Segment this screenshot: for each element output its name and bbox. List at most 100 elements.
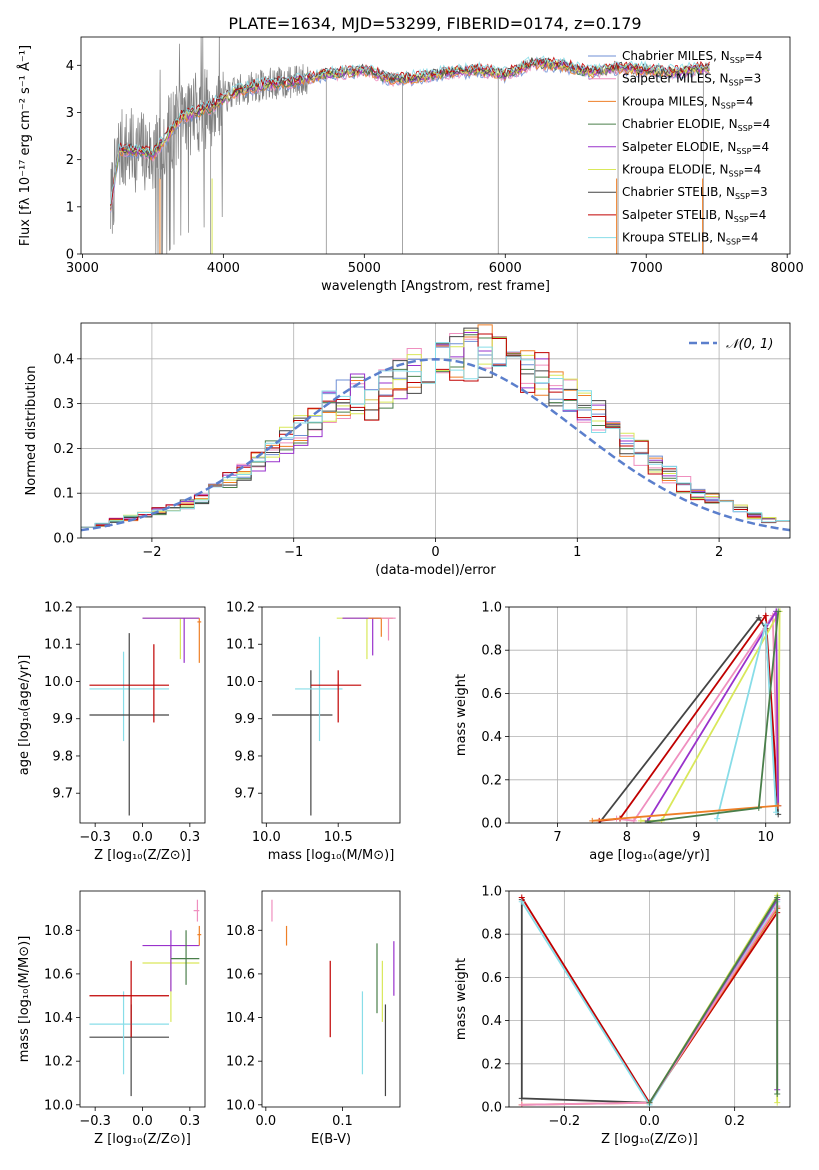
x-axis-label: wavelength [Angstrom, rest frame] — [321, 279, 550, 294]
x-axis-label: Z [log₁₀(Z/Z⊙)] — [601, 1132, 698, 1147]
x-tick-label: 2 — [715, 545, 723, 560]
axes-frame — [508, 890, 791, 1108]
axes-frame — [80, 322, 791, 539]
y-tick-label: 1.0 — [481, 601, 502, 616]
data-point-marker — [518, 898, 525, 905]
x-tick-label: 0.0 — [639, 1114, 660, 1129]
y-tick-label: 0.4 — [53, 352, 74, 367]
mass-weight-line — [616, 612, 780, 822]
y-axis-label: mass weight — [454, 958, 469, 1040]
y-tick-label: 10.0 — [44, 1098, 73, 1113]
x-tick-label: 10.0 — [252, 830, 281, 845]
x-tick-label: −0.2 — [549, 1114, 581, 1129]
x-tick-label: 4000 — [207, 261, 240, 276]
y-tick-label: 0.0 — [481, 817, 502, 832]
y-tick-label: 9.9 — [52, 712, 73, 727]
x-tick-label: 10.5 — [324, 830, 353, 845]
legend-label: Salpeter STELIB, NSSP=4 — [622, 208, 766, 224]
y-tick-label: 0.3 — [53, 397, 74, 412]
axes-frame — [79, 606, 206, 824]
x-tick-label: −2 — [142, 545, 161, 560]
y-tick-label: 0 — [66, 248, 74, 263]
x-tick-label: 0.0 — [255, 1114, 276, 1129]
x-tick-label: 0.0 — [132, 830, 153, 845]
mass-weight-vs-age-plot-area — [589, 607, 783, 823]
y-tick-label: 3 — [66, 106, 74, 121]
data-point-marker — [644, 818, 651, 823]
legend-label: Salpeter MILES, NSSP=3 — [622, 72, 761, 88]
x-tick-label: 0.3 — [180, 1114, 201, 1129]
y-tick-label: 0.6 — [481, 971, 502, 986]
y-tick-label: 0.8 — [481, 644, 502, 659]
y-tick-label: 0.1 — [53, 487, 74, 502]
x-axis-label: E(B-V) — [311, 1132, 351, 1147]
data-point-marker — [646, 1099, 653, 1106]
y-tick-label: 10.1 — [44, 638, 73, 653]
axes-frame — [80, 36, 791, 255]
y-tick-label: 0.8 — [481, 928, 502, 943]
y-tick-label: 9.7 — [234, 787, 255, 802]
y-tick-label: 10.6 — [44, 967, 73, 982]
legend-label: Chabrier MILES, NSSP=4 — [622, 49, 762, 65]
y-tick-label: 9.8 — [234, 749, 255, 764]
axes-frame — [261, 890, 401, 1108]
y-axis-label: mass weight — [454, 674, 469, 756]
mass-vs-Z-plot-area — [89, 899, 202, 1097]
y-tick-label: 9.7 — [52, 787, 73, 802]
legend-label: Chabrier STELIB, NSSP=3 — [622, 185, 768, 201]
y-tick-label: 4 — [66, 59, 74, 74]
y-tick-label: 10.2 — [44, 1055, 73, 1070]
y-tick-label: 10.0 — [226, 1098, 255, 1113]
y-tick-label: 0.0 — [53, 532, 74, 547]
axes-frame — [508, 606, 791, 824]
x-tick-label: 7000 — [630, 261, 663, 276]
legend-label: Kroupa ELODIE, NSSP=4 — [622, 163, 761, 179]
y-tick-label: 0.2 — [481, 1057, 502, 1072]
y-tick-label: 1 — [66, 200, 74, 215]
data-point-marker — [774, 1091, 781, 1098]
y-tick-label: 1.0 — [481, 885, 502, 900]
y-tick-label: 10.8 — [44, 924, 73, 939]
x-tick-label: 9 — [692, 830, 700, 845]
data-point-marker — [775, 802, 782, 809]
data-point-marker — [714, 815, 721, 822]
x-tick-label: −0.3 — [79, 830, 111, 845]
data-point-marker — [762, 621, 769, 628]
data-point-marker — [762, 612, 769, 619]
y-tick-label: 0.2 — [481, 773, 502, 788]
y-tick-label: 10.2 — [44, 601, 73, 616]
data-point-marker — [755, 614, 762, 621]
mass-weight-line — [592, 804, 779, 822]
data-point-marker — [774, 894, 781, 901]
x-tick-label: 10 — [757, 830, 774, 845]
legend-label: Chabrier ELODIE, NSSP=4 — [622, 117, 770, 133]
x-tick-label: 0.1 — [332, 1114, 353, 1129]
x-axis-label: mass [log₁₀(M/M⊙)] — [268, 848, 395, 863]
x-tick-label: 0.3 — [180, 830, 201, 845]
y-tick-label: 0.6 — [481, 687, 502, 702]
y-tick-label: 9.9 — [234, 712, 255, 727]
y-tick-label: 10.4 — [226, 1011, 255, 1026]
x-tick-label: 6000 — [489, 261, 522, 276]
y-tick-label: 2 — [66, 153, 74, 168]
y-tick-label: 10.0 — [44, 675, 73, 690]
y-tick-label: 0.0 — [481, 1101, 502, 1116]
y-axis-label: Normed distribution — [24, 366, 39, 496]
x-axis-label: age [log₁₀(age/yr)] — [589, 848, 710, 863]
y-tick-label: 10.8 — [226, 924, 255, 939]
y-tick-label: 10.0 — [226, 675, 255, 690]
x-axis-label: (data-model)/error — [375, 563, 496, 578]
y-tick-label: 10.1 — [226, 638, 255, 653]
data-point-marker — [755, 804, 762, 811]
y-tick-label: 10.6 — [226, 967, 255, 982]
x-axis-label: Z [log₁₀(Z/Z⊙)] — [94, 848, 191, 863]
y-axis-label: Flux [fλ 10⁻¹⁷ erg cm⁻² s⁻¹ Å⁻¹] — [17, 45, 33, 246]
y-tick-label: 9.8 — [52, 749, 73, 764]
x-tick-label: 8000 — [771, 261, 804, 276]
x-tick-label: 0.2 — [724, 1114, 745, 1129]
y-tick-label: 10.2 — [226, 1055, 255, 1070]
figure-title: PLATE=1634, MJD=53299, FIBERID=0174, z=0… — [228, 14, 641, 33]
x-tick-label: 1 — [573, 545, 581, 560]
normal-reference-curve — [81, 358, 790, 532]
